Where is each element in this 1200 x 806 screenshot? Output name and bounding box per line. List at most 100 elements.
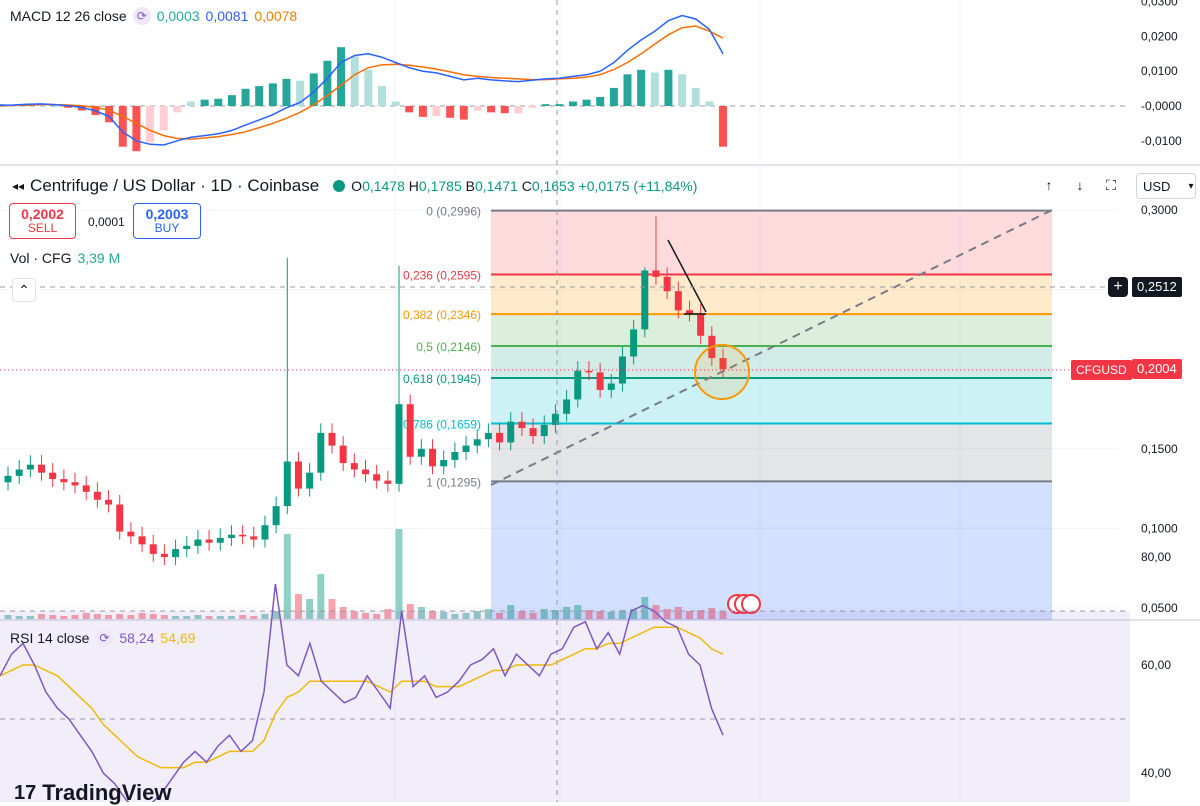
candle-body [250, 536, 258, 540]
volume-bar [462, 613, 470, 619]
currency-select[interactable]: USD ▾ [1136, 173, 1196, 199]
fib-level-label: 0,786 (0,1659) [403, 417, 481, 431]
macd-histogram-bar [459, 106, 468, 120]
fib-level-label: 0,5 (0,2146) [416, 340, 481, 354]
candle-body [685, 310, 693, 314]
volume-bar [607, 612, 615, 619]
candle-body [429, 448, 437, 467]
volume-bar [116, 614, 124, 619]
candle-body [451, 451, 459, 460]
sell-label: SELL [27, 221, 58, 235]
refresh-icon[interactable]: ⟳ [95, 629, 114, 647]
volume-bar [261, 614, 269, 619]
candle-body [462, 445, 470, 452]
fib-level-label: 1 (0,1295) [426, 475, 481, 489]
volume-bar [306, 599, 314, 619]
volume-bar [429, 611, 437, 619]
macd-histogram-bar [105, 106, 114, 123]
volume-bar [216, 616, 224, 619]
candle-body [518, 421, 526, 429]
volume-bar [294, 594, 302, 619]
macd-histogram-value: 0,0003 [156, 8, 200, 24]
buy-button[interactable]: 0,2003 BUY [133, 203, 201, 239]
market-status-icon [333, 180, 346, 192]
candle-body [82, 485, 90, 492]
volume-bar [440, 612, 448, 619]
candle-body [216, 537, 224, 543]
candle-body [317, 432, 325, 473]
arrow-up-icon[interactable]: ↑ [1037, 173, 1061, 197]
candle-body [674, 291, 682, 311]
rsi-legend: RSI 14 close ⟳ 58,24 54,69 [10, 629, 195, 647]
sell-price: 0,2002 [21, 206, 64, 222]
candle-body [306, 472, 314, 489]
macd-histogram-bar [623, 74, 632, 106]
rsi-value: 58,24 [119, 630, 155, 646]
macd-signal-line [0, 25, 724, 140]
candle-body [362, 469, 369, 475]
refresh-icon[interactable]: ⟳ [132, 7, 151, 25]
candle-body [339, 445, 347, 464]
macd-histogram-bar [337, 47, 346, 106]
volume-legend: Vol · CFG 3,39 M [10, 250, 120, 266]
volume-bar [38, 614, 46, 619]
macd-histogram-bar [296, 80, 305, 106]
volume-bar [484, 609, 492, 619]
volume-bar [384, 609, 392, 619]
volume-bar [149, 614, 157, 619]
candle-body [529, 428, 537, 437]
candle-body [652, 270, 660, 277]
symbol-flag-icon: ◂◂ [12, 179, 25, 193]
macd-histogram-bar [541, 104, 550, 106]
rsi-axis-label: 80,00 [1141, 550, 1171, 564]
volume-bar [574, 605, 582, 619]
symbol-title[interactable]: Centrifuge / US Dollar · 1D · Coinbase [30, 176, 320, 195]
tradingview-logo[interactable]: 17 TradingView [14, 780, 171, 806]
volume-bar [194, 615, 202, 619]
add-alert-plus-icon[interactable]: + [1108, 277, 1128, 297]
macd-histogram-bar [418, 106, 427, 117]
highlight-circle [694, 344, 750, 400]
macd-histogram-bar [678, 74, 687, 106]
macd-histogram-bar [391, 101, 400, 106]
candle-body [294, 461, 302, 489]
macd-histogram-bar [568, 101, 577, 106]
volume-bar [596, 611, 604, 619]
collapse-chevron-up-icon[interactable]: ⌃ [12, 278, 36, 302]
candle-body [473, 439, 481, 446]
candle-body [641, 270, 649, 330]
fib-zone [491, 345, 1052, 378]
candle-body [663, 276, 671, 292]
volume-bar [585, 610, 593, 619]
candle-body [384, 480, 392, 484]
volume-bar [473, 611, 481, 619]
macd-histogram-bar [268, 83, 277, 106]
candle-body [49, 472, 57, 480]
last-price-label: 0,2004 [1132, 359, 1182, 379]
volume-bar [685, 611, 693, 619]
fib-level-label: 0,236 (0,2595) [403, 268, 481, 282]
candle-body [71, 482, 79, 486]
candle-body [283, 461, 291, 507]
candle-body [507, 421, 515, 443]
candle-body [116, 504, 124, 532]
candle-body [261, 525, 269, 540]
macd-histogram-bar [364, 69, 373, 106]
macd-histogram-bar [487, 106, 496, 113]
candle-body [406, 404, 414, 457]
macd-histogram-bar [118, 106, 127, 147]
macd-histogram-bar [323, 60, 332, 106]
macd-histogram-bar [432, 106, 441, 116]
macd-histogram-bar [705, 101, 714, 106]
arrow-down-icon[interactable]: ↓ [1068, 173, 1092, 197]
candle-body [328, 432, 336, 446]
volume-bar [496, 613, 504, 619]
sell-button[interactable]: 0,2002 SELL [9, 203, 76, 239]
maximize-icon[interactable]: ⛶ [1099, 173, 1123, 197]
fib-zone [491, 210, 1052, 275]
candle-body [60, 479, 68, 483]
candle-body [160, 553, 168, 558]
candle-body [607, 383, 615, 390]
candle-body [4, 475, 12, 483]
